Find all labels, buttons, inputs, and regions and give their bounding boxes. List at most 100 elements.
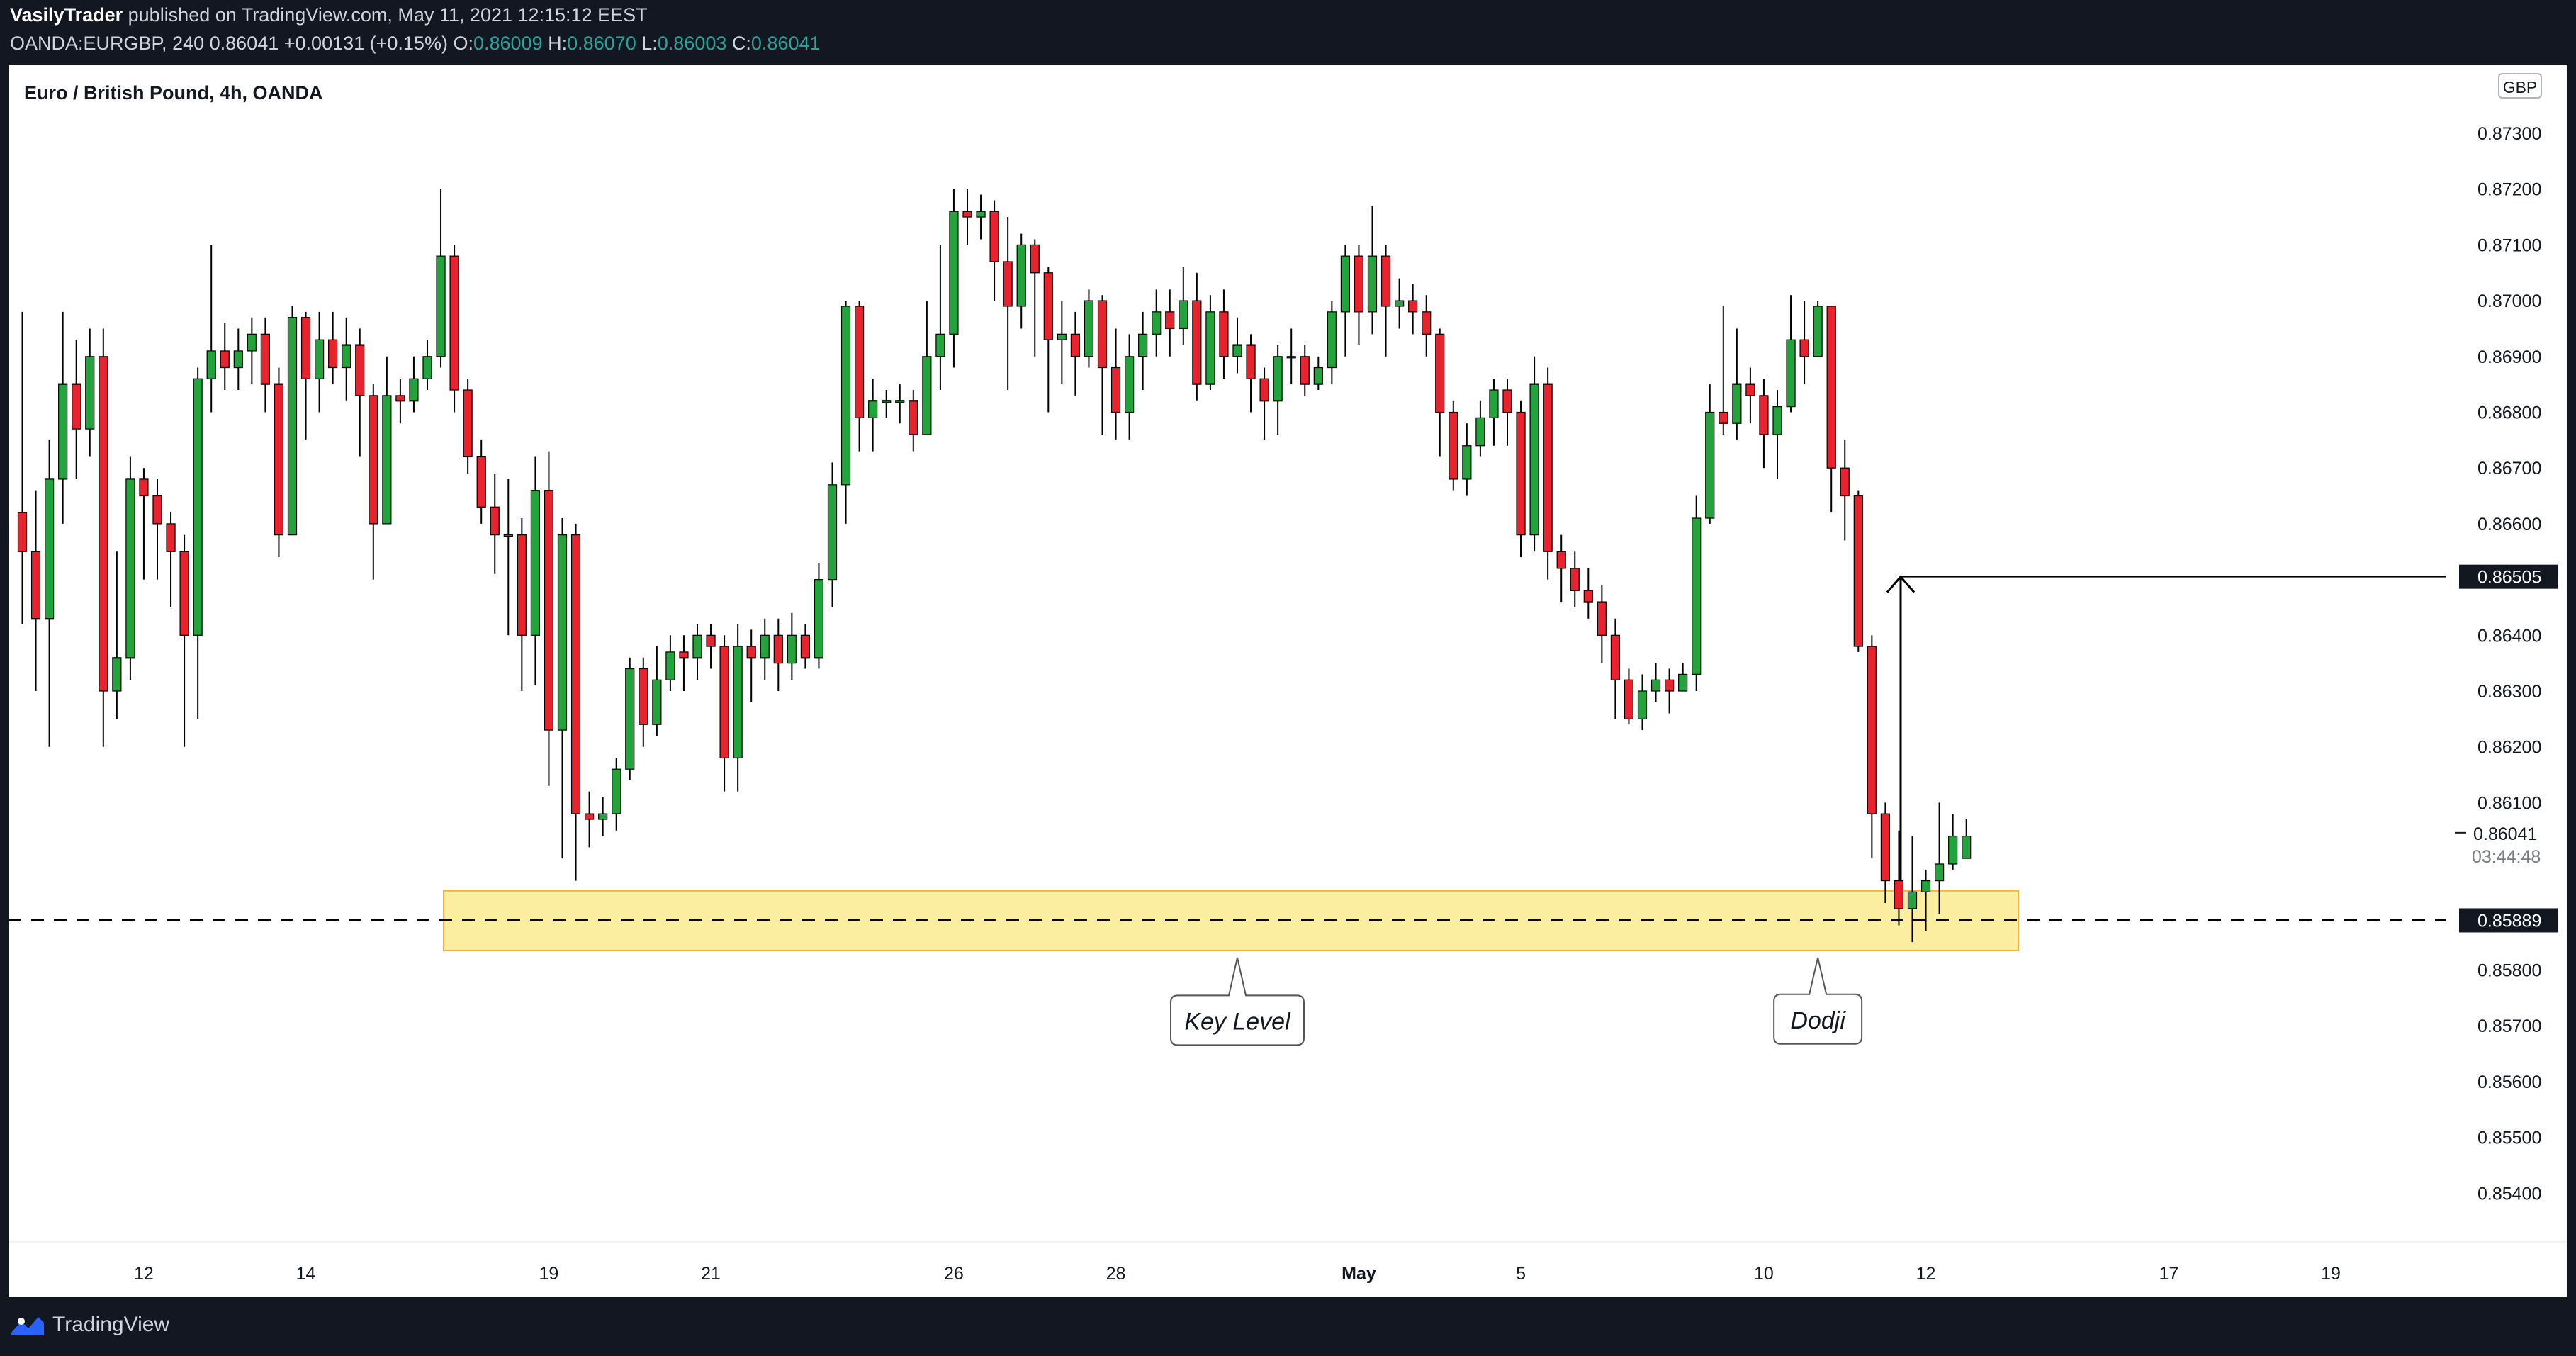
candle[interactable]	[1489, 379, 1499, 446]
author-name[interactable]: VasilyTrader	[10, 4, 123, 26]
candle[interactable]	[1232, 317, 1242, 374]
candle[interactable]	[1259, 367, 1269, 440]
candle[interactable]	[1165, 289, 1175, 357]
candle[interactable]	[247, 317, 257, 385]
candle[interactable]	[1516, 400, 1526, 558]
candle[interactable]	[300, 311, 311, 440]
candle[interactable]	[1003, 217, 1013, 391]
candle[interactable]	[557, 518, 568, 859]
candle[interactable]	[949, 189, 959, 368]
candle[interactable]	[1962, 819, 1972, 859]
candle[interactable]	[1948, 814, 1958, 870]
candle[interactable]	[1610, 618, 1620, 719]
candle[interactable]	[58, 311, 68, 524]
candle[interactable]	[1624, 668, 1634, 725]
candle[interactable]	[1907, 836, 1918, 943]
candle[interactable]	[139, 468, 149, 580]
candle[interactable]	[30, 490, 41, 691]
candle[interactable]	[679, 635, 689, 691]
candle[interactable]	[315, 311, 325, 413]
candle[interactable]	[166, 512, 176, 607]
candle[interactable]	[1840, 439, 1850, 541]
price-axis[interactable]	[2446, 65, 2567, 1242]
candle[interactable]	[935, 245, 945, 391]
candle[interactable]	[544, 451, 554, 786]
candle[interactable]	[449, 245, 459, 413]
candle[interactable]	[1935, 802, 1945, 914]
candle[interactable]	[1367, 206, 1378, 335]
candle[interactable]	[733, 624, 743, 792]
candle[interactable]	[1880, 802, 1890, 904]
candle[interactable]	[1313, 356, 1323, 391]
candle[interactable]	[220, 323, 230, 391]
candle[interactable]	[868, 379, 878, 452]
candle[interactable]	[206, 245, 216, 413]
candle[interactable]	[328, 311, 338, 385]
candle[interactable]	[193, 367, 203, 719]
candle[interactable]	[44, 439, 55, 747]
candle[interactable]	[409, 356, 419, 413]
candle[interactable]	[652, 646, 662, 736]
candle[interactable]	[1650, 663, 1661, 702]
candle[interactable]	[1435, 328, 1445, 457]
candle[interactable]	[1799, 301, 1809, 385]
candle[interactable]	[1327, 301, 1337, 385]
candle[interactable]	[1124, 334, 1135, 440]
brand-name[interactable]: TradingView	[52, 1313, 170, 1336]
candle[interactable]	[1692, 495, 1702, 691]
candle[interactable]	[1597, 585, 1607, 663]
candle[interactable]	[1665, 668, 1675, 714]
candle[interactable]	[99, 328, 108, 747]
candle[interactable]	[1273, 345, 1283, 435]
candle[interactable]	[814, 562, 824, 669]
currency-badge[interactable]	[2498, 73, 2542, 99]
candle[interactable]	[584, 791, 595, 848]
candle[interactable]	[1286, 328, 1296, 385]
candle[interactable]	[274, 367, 284, 558]
candle[interactable]	[639, 657, 648, 747]
candle[interactable]	[503, 478, 513, 636]
candle[interactable]	[1894, 830, 1904, 926]
candle[interactable]	[1475, 400, 1485, 457]
candle[interactable]	[1786, 295, 1796, 413]
tradingview-logo-icon[interactable]	[10, 1311, 45, 1340]
candle[interactable]	[976, 194, 986, 240]
candle[interactable]	[773, 618, 783, 691]
candle[interactable]	[909, 390, 918, 452]
candle[interactable]	[922, 301, 932, 435]
candle[interactable]	[1057, 301, 1067, 385]
candle[interactable]	[612, 758, 621, 831]
candle[interactable]	[1529, 356, 1539, 552]
candle[interactable]	[854, 301, 865, 452]
candle[interactable]	[1354, 245, 1364, 346]
candle[interactable]	[369, 384, 378, 580]
upside-arrow-head[interactable]	[1886, 575, 1916, 593]
candle[interactable]	[665, 635, 675, 691]
callout-key-level[interactable]: Key Level	[1170, 957, 1305, 1046]
candle[interactable]	[1246, 334, 1256, 413]
candle[interactable]	[625, 657, 635, 780]
candle[interactable]	[355, 328, 365, 457]
candle[interactable]	[760, 618, 770, 680]
candle[interactable]	[840, 301, 851, 524]
candle[interactable]	[1920, 869, 1931, 931]
candle[interactable]	[1502, 379, 1512, 446]
candle[interactable]	[517, 518, 527, 691]
price-chart[interactable]: Key Level Dodji 0.87300 0.87200 0.87100 0.87…	[9, 65, 2567, 1297]
candle[interactable]	[800, 624, 811, 669]
candle[interactable]	[1138, 311, 1148, 391]
candle[interactable]	[895, 384, 905, 424]
candle[interactable]	[1637, 674, 1648, 731]
candle[interactable]	[1719, 306, 1728, 435]
candle[interactable]	[989, 200, 999, 301]
candle[interactable]	[112, 551, 122, 719]
candle[interactable]	[1705, 384, 1715, 524]
chart-pane[interactable]: Key Level Dodji 0.87300 0.87200 0.87100 0.87…	[9, 65, 2567, 1297]
candle[interactable]	[1110, 328, 1121, 440]
candle[interactable]	[1732, 328, 1742, 440]
candle[interactable]	[179, 534, 189, 747]
candle[interactable]	[233, 328, 243, 391]
candle[interactable]	[1394, 278, 1405, 329]
candle[interactable]	[1084, 289, 1094, 368]
candle[interactable]	[706, 624, 716, 669]
